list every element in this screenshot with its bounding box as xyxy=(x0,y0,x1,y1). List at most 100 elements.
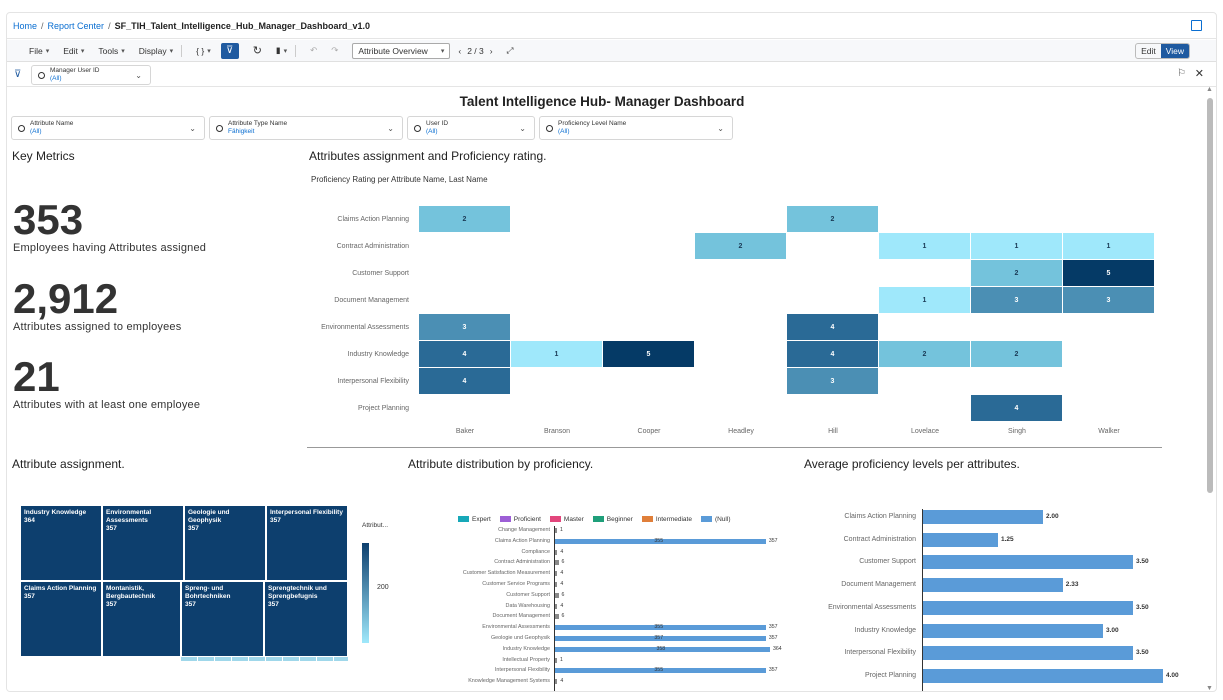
heatmap-cell[interactable]: 1 xyxy=(971,233,1063,260)
story-filter-attribute-type-name[interactable]: Attribute Type Name Fähigkeit ⌄ xyxy=(209,116,403,140)
distribution-bar[interactable] xyxy=(555,636,766,641)
legend-item[interactable]: Expert xyxy=(458,516,491,523)
average-bar[interactable] xyxy=(923,555,1133,570)
breadcrumb-home[interactable]: Home xyxy=(13,20,38,31)
story-filter-attribute-name[interactable]: Attribute Name (All) ⌄ xyxy=(11,116,205,140)
redo-icon[interactable]: ↷ xyxy=(331,45,339,55)
scroll-thumb[interactable] xyxy=(1207,98,1213,493)
legend-item[interactable]: (Null) xyxy=(700,516,730,523)
story-filter-user-id[interactable]: User ID (All) ⌄ xyxy=(407,116,535,140)
average-bar[interactable] xyxy=(923,510,1043,524)
distribution-bar[interactable] xyxy=(555,668,766,674)
distribution-bar-label: 357 xyxy=(654,635,664,641)
heatmap-cell[interactable]: 2 xyxy=(879,341,971,368)
treemap-tile[interactable]: Geologie und Geophysik 357 xyxy=(184,505,266,581)
code-icon[interactable]: { } ▾ xyxy=(196,45,211,56)
chevron-down-icon: ▾ xyxy=(121,47,125,55)
distribution-bar[interactable] xyxy=(555,625,766,631)
previous-page-icon[interactable]: ‹ xyxy=(458,45,462,56)
display-menu[interactable]: Display ▾ xyxy=(139,46,173,56)
heatmap-column-label: Walker xyxy=(1098,428,1120,435)
average-bar[interactable] xyxy=(923,532,998,547)
heatmap-cell[interactable]: 1 xyxy=(1063,233,1155,260)
heatmap-cell[interactable]: 2 xyxy=(695,233,787,260)
average-bar[interactable] xyxy=(923,578,1063,593)
kpi-attributes-assigned: 2,912 Attributes assigned to employees xyxy=(13,277,181,334)
treemap-small-tiles xyxy=(181,657,348,661)
next-page-icon[interactable]: › xyxy=(489,45,493,56)
heatmap-cell[interactable]: 4 xyxy=(971,395,1063,422)
heatmap-cell[interactable]: 5 xyxy=(1063,260,1155,287)
heatmap-cell[interactable]: 3 xyxy=(971,287,1063,314)
filter-settings-icon[interactable]: ⚐ xyxy=(1177,68,1186,79)
distribution-bar[interactable] xyxy=(555,592,559,598)
edit-menu[interactable]: Edit ▾ xyxy=(63,46,84,56)
treemap-tile[interactable]: Montanistik, Bergbautechnik 357 xyxy=(102,581,181,657)
scroll-down-icon[interactable]: ▼ xyxy=(1206,685,1213,692)
average-bar[interactable] xyxy=(923,623,1103,638)
undo-icon[interactable]: ↶ xyxy=(310,45,318,55)
filter-icon[interactable]: ⊽ xyxy=(220,42,239,59)
distribution-bar[interactable] xyxy=(555,603,558,609)
file-menu[interactable]: File ▾ xyxy=(29,46,49,56)
treemap-tile[interactable]: Sprengtechnik und Sprengbefugnis 357 xyxy=(264,581,348,657)
distribution-bar[interactable] xyxy=(555,560,559,566)
page-select[interactable]: Attribute Overview ▾ xyxy=(352,42,451,59)
distribution-bar[interactable] xyxy=(555,528,557,533)
distribution-category-label: Customer Service Programs xyxy=(482,581,550,587)
heatmap-cell[interactable]: 2 xyxy=(419,206,511,233)
treemap-tile[interactable]: Spreng- und Bohrtechniken 357 xyxy=(181,581,264,657)
distribution-bar[interactable] xyxy=(555,657,557,663)
breadcrumb-report-center[interactable]: Report Center xyxy=(47,20,105,31)
dashboard-title: Talent Intelligence Hub- Manager Dashboa… xyxy=(459,94,745,109)
bookmark-icon[interactable]: ▮ ▾ xyxy=(275,45,288,55)
heatmap-cell[interactable]: 3 xyxy=(419,314,511,341)
filter-panel-icon[interactable]: ⊽ xyxy=(14,69,22,80)
heatmap-cell[interactable]: 4 xyxy=(787,341,879,368)
fullscreen-icon[interactable] xyxy=(1191,20,1202,31)
edit-mode-button[interactable]: Edit xyxy=(1141,46,1156,56)
heatmap-cell[interactable]: 2 xyxy=(971,341,1063,368)
heatmap-cell[interactable]: 2 xyxy=(787,206,879,233)
treemap-tile[interactable]: Industry Knowledge 364 xyxy=(20,505,102,581)
cube-icon xyxy=(216,124,223,132)
legend-item[interactable]: Master xyxy=(549,516,584,523)
distribution-bar[interactable] xyxy=(555,538,766,544)
distribution-total-label: 4 xyxy=(560,602,564,609)
heatmap-cell[interactable]: 3 xyxy=(787,368,879,395)
refresh-icon[interactable]: ↻ xyxy=(252,45,262,57)
distribution-bar[interactable] xyxy=(555,571,558,577)
legend-item[interactable]: Proficient xyxy=(499,516,541,523)
heatmap-cell[interactable]: 4 xyxy=(787,314,879,341)
heatmap-cell[interactable]: 2 xyxy=(971,260,1063,287)
distribution-bar[interactable] xyxy=(555,646,770,652)
heatmap-cell[interactable]: 1 xyxy=(511,341,603,368)
heatmap-cell[interactable]: 4 xyxy=(419,368,511,395)
heatmap-cell[interactable]: 3 xyxy=(1063,287,1155,314)
heatmap-cell[interactable]: 1 xyxy=(879,287,971,314)
section-divider xyxy=(307,447,1162,448)
heatmap-cell[interactable]: 4 xyxy=(419,341,511,368)
close-icon[interactable]: ✕ xyxy=(1194,68,1204,80)
scroll-up-icon[interactable]: ▲ xyxy=(1206,86,1213,93)
view-mode-button[interactable]: View xyxy=(1160,44,1189,58)
legend-item[interactable]: Intermediate xyxy=(641,516,692,523)
legend-item[interactable]: Beginner xyxy=(592,516,633,523)
distribution-bar[interactable] xyxy=(555,679,558,685)
heatmap-cell[interactable]: 5 xyxy=(603,341,695,368)
treemap-tile[interactable]: Environmental Assessments 357 xyxy=(102,505,184,581)
manager-user-id-filter[interactable]: Manager User ID (All) ⌄ xyxy=(31,65,151,85)
treemap-tile[interactable]: Claims Action Planning 357 xyxy=(20,581,102,657)
average-bar[interactable] xyxy=(923,646,1133,661)
average-bar[interactable] xyxy=(923,668,1163,683)
treemap-tile[interactable]: Interpersonal Flexibility 357 xyxy=(266,505,348,581)
heatmap-cell[interactable]: 1 xyxy=(879,233,971,260)
story-filter-proficiency-level-name[interactable]: Proficiency Level Name (All) ⌄ xyxy=(539,116,733,140)
average-bar[interactable] xyxy=(923,600,1133,615)
distribution-bar[interactable] xyxy=(555,549,558,555)
vertical-scrollbar[interactable]: ▲ ▼ xyxy=(1206,86,1213,691)
tools-menu[interactable]: Tools ▾ xyxy=(98,46,124,56)
expand-icon[interactable]: ⤢ xyxy=(506,45,514,55)
distribution-bar[interactable] xyxy=(555,614,559,620)
distribution-bar[interactable] xyxy=(555,582,558,587)
